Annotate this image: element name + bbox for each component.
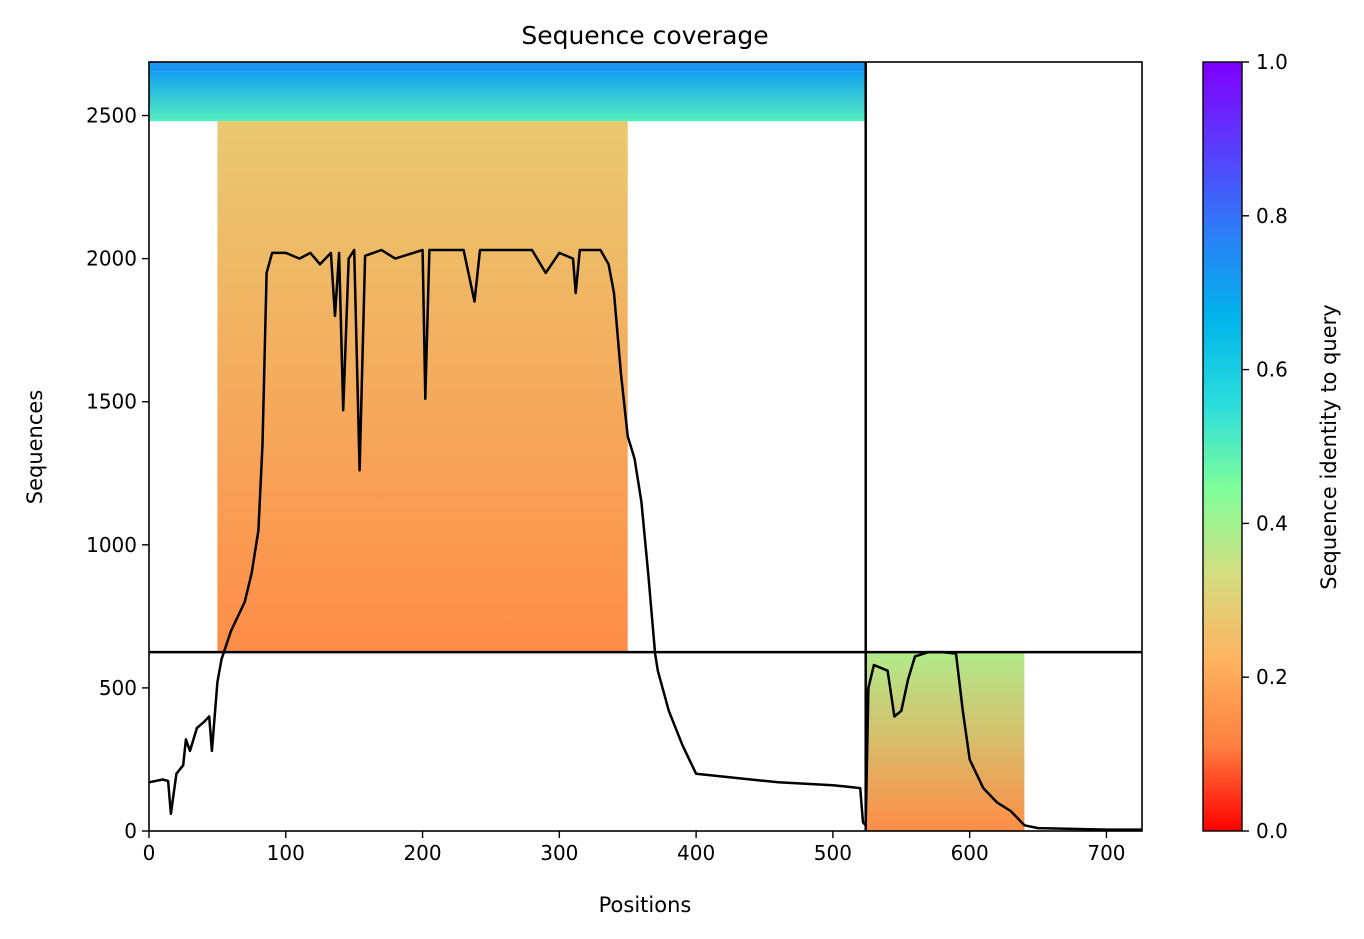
msa-block-chain-a-high-identity bbox=[149, 71, 866, 122]
x-tick-label: 200 bbox=[403, 841, 441, 865]
colorbar-tick-label: 0.8 bbox=[1256, 204, 1288, 228]
y-axis-title: Sequences bbox=[23, 390, 47, 505]
x-tick-label: 500 bbox=[814, 841, 852, 865]
colorbar-tick-label: 0.2 bbox=[1256, 665, 1288, 689]
plot-frame bbox=[148, 61, 1143, 832]
colorbar-tick-label: 0.4 bbox=[1256, 511, 1288, 535]
y-tick-label: 2000 bbox=[86, 247, 137, 271]
y-tick-label: 1000 bbox=[86, 533, 137, 557]
x-tick-label: 300 bbox=[540, 841, 578, 865]
colorbar-label: Sequence identity to query bbox=[1317, 304, 1341, 589]
colorbar: 0.0 0.2 0.4 0.6 0.8 1.0 bbox=[1202, 50, 1288, 843]
x-tick-label: 100 bbox=[267, 841, 305, 865]
colorbar-tick-label: 0.6 bbox=[1256, 358, 1288, 382]
colorbar-tick-label: 0.0 bbox=[1256, 819, 1288, 843]
chart-title: Sequence coverage bbox=[521, 21, 768, 50]
y-tick-label: 1500 bbox=[86, 390, 137, 414]
x-axis-title: Positions bbox=[599, 893, 692, 917]
x-tick-label: 600 bbox=[951, 841, 989, 865]
x-axis: 0 100 200 300 400 500 600 700 bbox=[143, 831, 1126, 865]
coverage-line bbox=[148, 248, 1142, 831]
y-tick-label: 0 bbox=[124, 819, 137, 843]
colorbar-gradient bbox=[1202, 61, 1243, 832]
y-axis: 0 500 1000 1500 2000 2500 bbox=[86, 104, 149, 843]
x-tick-label: 0 bbox=[143, 841, 156, 865]
y-tick-label: 500 bbox=[99, 676, 137, 700]
y-tick-label: 2500 bbox=[86, 104, 137, 128]
x-tick-label: 700 bbox=[1087, 841, 1125, 865]
plot-area bbox=[148, 61, 1143, 832]
msa-block-chain-b-main bbox=[865, 652, 1025, 831]
msa-block-chain-a-main bbox=[217, 121, 628, 653]
x-tick-label: 400 bbox=[677, 841, 715, 865]
msa-block-query bbox=[149, 62, 866, 72]
colorbar-tick-label: 1.0 bbox=[1256, 50, 1288, 74]
